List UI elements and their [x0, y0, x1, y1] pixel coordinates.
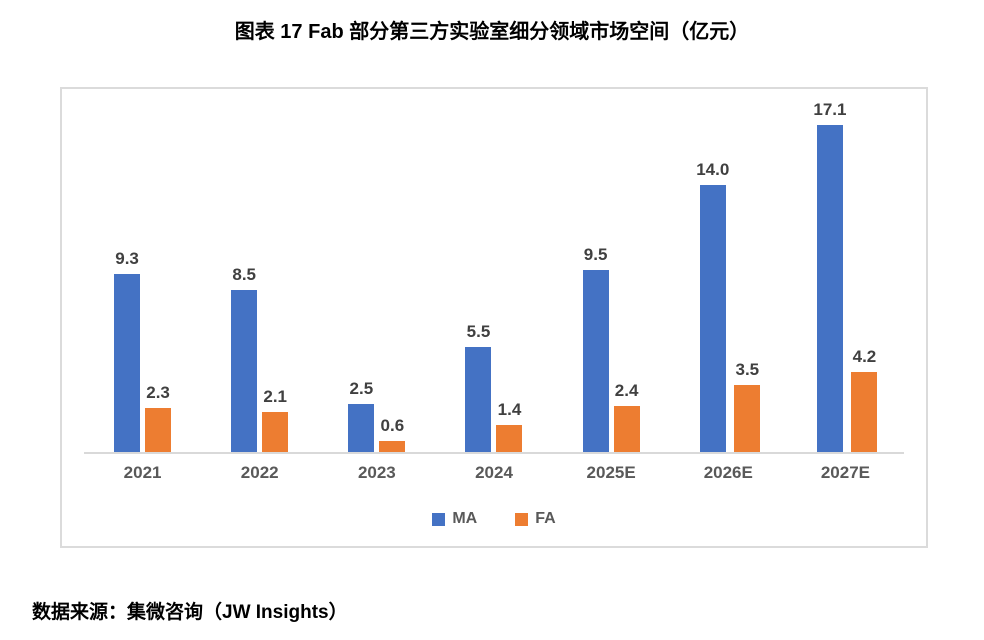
bar-value-label: 9.5 [583, 245, 608, 264]
ma-bar [582, 270, 609, 452]
bar-fa-2027E: 4.2 [851, 347, 878, 452]
bar-value-label: 3.5 [735, 360, 760, 379]
bar-value-label: 2.1 [263, 387, 288, 406]
x-axis-label-2024: 2024 [475, 463, 513, 482]
bar-ma-2023: 2.5 [348, 379, 375, 452]
fa-bar [496, 425, 523, 452]
legend-item-fa: FA [515, 510, 556, 528]
legend: MA FA [62, 510, 926, 528]
bar-group-2026E: 14.0 3.5 [670, 160, 787, 452]
fa-bar [145, 408, 172, 452]
legend-label: MA [452, 510, 478, 527]
x-axis-label-2021: 2021 [123, 463, 162, 482]
x-axis-labels: 2021 2022 2023 2024 2025E 2026E 2027E [84, 463, 904, 483]
bar-ma-2027E: 17.1 [813, 100, 846, 452]
bar-ma-2022: 8.5 [231, 265, 258, 452]
bar-group-2024: 5.5 1.4 [435, 322, 552, 452]
x-axis-label-2026E: 2026E [703, 463, 753, 482]
ma-bar [348, 404, 375, 452]
fa-bar [262, 412, 289, 452]
bar-value-label: 9.3 [115, 249, 139, 268]
bar-value-label: 0.6 [380, 416, 405, 435]
legend-swatch-icon [432, 512, 446, 526]
ma-bar [231, 290, 258, 452]
source-text: 数据来源：集微咨询（JW Insights） [32, 602, 348, 623]
bar-ma-2021: 9.3 [114, 249, 141, 452]
bar-ma-2024: 5.5 [465, 322, 492, 452]
plot-area: 9.3 2.3 8.5 2.1 2.5 0.6 5.5 1.4 9.5 2.4 14.0 3.5 17.… [84, 89, 904, 454]
bar-fa-2023: 0.6 [379, 416, 406, 452]
bar-value-label: 2.5 [349, 379, 374, 398]
bar-value-label: 17.1 [813, 100, 847, 119]
ma-bar [699, 185, 726, 452]
bar-group-2021: 9.3 2.3 [84, 249, 201, 452]
chart-title: 图表 17 Fab 部分第三方实验室细分领域市场空间（亿元） [234, 21, 750, 43]
bar-fa-2024: 1.4 [496, 400, 523, 452]
bar-fa-2026E: 3.5 [734, 360, 761, 452]
bar-fa-2022: 2.1 [262, 387, 289, 452]
bar-fa-2025E: 2.4 [613, 381, 640, 452]
fa-bar [734, 385, 761, 452]
fa-bar [851, 372, 878, 452]
x-axis-label-2022: 2022 [240, 463, 279, 482]
fa-bar [379, 441, 406, 452]
ma-bar [816, 125, 843, 452]
bar-fa-2021: 2.3 [145, 383, 172, 452]
bar-value-label: 5.5 [466, 322, 491, 341]
ma-bar [114, 274, 141, 452]
bar-group-2027E: 17.1 4.2 [787, 100, 904, 452]
bar-group-2023: 2.5 0.6 [318, 379, 435, 452]
fa-bar [613, 406, 640, 452]
x-axis-label-2023: 2023 [357, 463, 396, 482]
legend-label: FA [535, 510, 556, 527]
bar-group-2022: 8.5 2.1 [201, 265, 318, 452]
bar-value-label: 2.3 [146, 383, 170, 402]
bar-value-label: 14.0 [696, 160, 730, 179]
legend-item-ma: MA [432, 510, 477, 528]
chart-frame: 9.3 2.3 8.5 2.1 2.5 0.6 5.5 1.4 9.5 2.4 14.0 3.5 17.… [60, 87, 928, 548]
legend-swatch-icon [515, 512, 529, 526]
bar-value-label: 8.5 [232, 265, 257, 284]
bar-value-label: 1.4 [497, 400, 522, 419]
bar-group-2025E: 9.5 2.4 [553, 245, 670, 452]
bar-value-label: 2.4 [614, 381, 639, 400]
bar-ma-2025E: 9.5 [582, 245, 609, 452]
x-axis-label-2027E: 2027E [820, 463, 870, 482]
bar-ma-2026E: 14.0 [696, 160, 729, 452]
bar-value-label: 4.2 [852, 347, 877, 366]
ma-bar [465, 347, 492, 452]
x-axis-label-2025E: 2025E [586, 463, 636, 482]
